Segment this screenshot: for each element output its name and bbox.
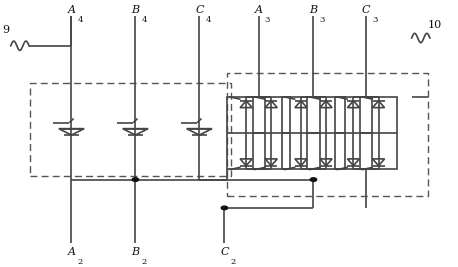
Text: 10: 10 [427,20,442,30]
Text: C: C [195,5,203,15]
Text: 4: 4 [77,16,83,24]
Text: 9: 9 [3,25,10,36]
Bar [253,97,290,169]
Text: 3: 3 [319,16,325,24]
Text: 2: 2 [77,258,82,266]
Bar [228,97,265,169]
Text: 3: 3 [372,16,377,24]
Bar [30,83,231,176]
Text: A: A [255,5,263,15]
Text: C: C [362,5,370,15]
Circle shape [132,178,139,181]
Bar [282,97,320,169]
Text: 2: 2 [142,258,147,266]
Circle shape [310,178,316,181]
Text: 4: 4 [142,16,147,24]
Text: A: A [67,5,76,15]
Text: C: C [220,247,229,257]
Bar [227,73,428,196]
Circle shape [221,206,228,210]
Text: 3: 3 [265,16,270,24]
Text: 2: 2 [230,258,235,266]
Bar [360,97,397,169]
Text: 4: 4 [205,16,211,24]
Bar [335,97,372,169]
Text: A: A [67,247,76,257]
Text: B: B [131,247,139,257]
Text: B: B [131,5,139,15]
Bar [307,97,345,169]
Text: B: B [310,5,317,15]
